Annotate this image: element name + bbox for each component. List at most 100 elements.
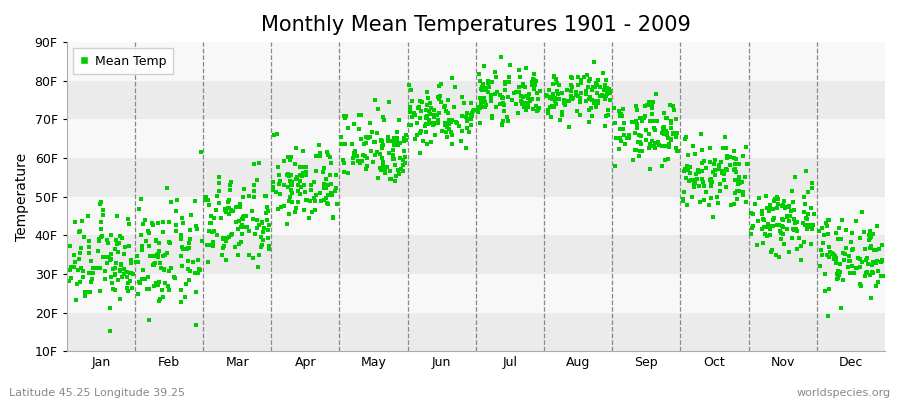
Point bbox=[396, 162, 410, 168]
Point bbox=[299, 172, 313, 178]
Point bbox=[859, 257, 873, 264]
Point bbox=[317, 197, 331, 204]
Point bbox=[525, 79, 539, 85]
Point bbox=[150, 254, 165, 260]
Point bbox=[868, 260, 883, 266]
Point bbox=[100, 260, 114, 266]
Point bbox=[680, 152, 695, 158]
Point bbox=[760, 220, 775, 227]
Point bbox=[708, 157, 723, 163]
Point bbox=[236, 224, 250, 230]
Bar bbox=[67, 312, 885, 351]
Point bbox=[138, 217, 152, 224]
Point bbox=[776, 224, 790, 230]
Point bbox=[851, 255, 866, 261]
Point bbox=[174, 299, 188, 305]
Point bbox=[483, 92, 498, 99]
Point bbox=[823, 286, 837, 292]
Point bbox=[661, 156, 675, 162]
Point bbox=[251, 264, 266, 270]
Point bbox=[373, 165, 387, 172]
Point bbox=[464, 112, 479, 118]
Point bbox=[719, 145, 733, 151]
Point bbox=[801, 210, 815, 217]
Point bbox=[258, 192, 273, 199]
Point bbox=[94, 198, 108, 205]
Point bbox=[598, 113, 613, 120]
Point bbox=[627, 146, 642, 153]
Point bbox=[453, 123, 467, 129]
Point bbox=[642, 99, 656, 105]
Point bbox=[580, 72, 594, 78]
Point bbox=[155, 287, 169, 293]
Point bbox=[207, 215, 221, 221]
Point bbox=[686, 143, 700, 150]
Point bbox=[129, 259, 143, 266]
Point bbox=[657, 109, 671, 116]
Point bbox=[432, 93, 446, 100]
Point bbox=[307, 198, 321, 205]
Point bbox=[687, 180, 701, 187]
Point bbox=[146, 222, 160, 228]
Point bbox=[820, 252, 834, 258]
Point bbox=[94, 233, 109, 240]
Point bbox=[683, 170, 698, 176]
Point bbox=[789, 226, 804, 232]
Point bbox=[859, 270, 873, 277]
Point bbox=[762, 208, 777, 214]
Point bbox=[467, 107, 482, 114]
Point bbox=[688, 150, 703, 157]
Point bbox=[680, 162, 694, 169]
Point bbox=[62, 243, 77, 249]
Point bbox=[82, 244, 96, 251]
Point bbox=[494, 94, 508, 100]
Point bbox=[277, 203, 292, 210]
Point bbox=[337, 112, 351, 119]
Point bbox=[237, 213, 251, 219]
Point bbox=[564, 96, 579, 102]
Point bbox=[670, 148, 685, 154]
Point bbox=[706, 214, 721, 220]
Point bbox=[781, 217, 796, 224]
Point bbox=[317, 181, 331, 187]
Point bbox=[191, 270, 205, 276]
Point bbox=[645, 99, 660, 106]
Point bbox=[450, 120, 464, 126]
Point bbox=[466, 108, 481, 114]
Point bbox=[868, 247, 882, 254]
Point bbox=[614, 138, 628, 144]
Point bbox=[765, 217, 779, 223]
Point bbox=[866, 230, 880, 237]
Point bbox=[697, 183, 711, 189]
Point bbox=[156, 293, 170, 300]
Point bbox=[669, 134, 683, 140]
Point bbox=[90, 265, 104, 271]
Point bbox=[72, 255, 86, 262]
Point bbox=[874, 258, 888, 265]
Point bbox=[508, 89, 523, 96]
Point bbox=[162, 268, 176, 274]
Point bbox=[695, 168, 709, 174]
Point bbox=[236, 194, 250, 201]
Point bbox=[432, 110, 446, 116]
Point bbox=[438, 103, 453, 110]
Point bbox=[300, 196, 314, 203]
Point bbox=[367, 152, 382, 158]
Point bbox=[135, 246, 149, 253]
Point bbox=[381, 138, 395, 144]
Point bbox=[794, 257, 808, 264]
Point bbox=[140, 286, 155, 292]
Point bbox=[545, 81, 560, 87]
Point bbox=[392, 142, 406, 148]
Point bbox=[418, 122, 432, 129]
Point bbox=[471, 104, 485, 110]
Point bbox=[564, 75, 579, 81]
Point bbox=[743, 231, 758, 237]
Point bbox=[245, 208, 259, 214]
Point bbox=[437, 122, 452, 128]
Point bbox=[145, 220, 159, 226]
Point bbox=[219, 208, 233, 215]
Point bbox=[558, 102, 572, 108]
Point bbox=[711, 200, 725, 206]
Point bbox=[424, 139, 438, 145]
